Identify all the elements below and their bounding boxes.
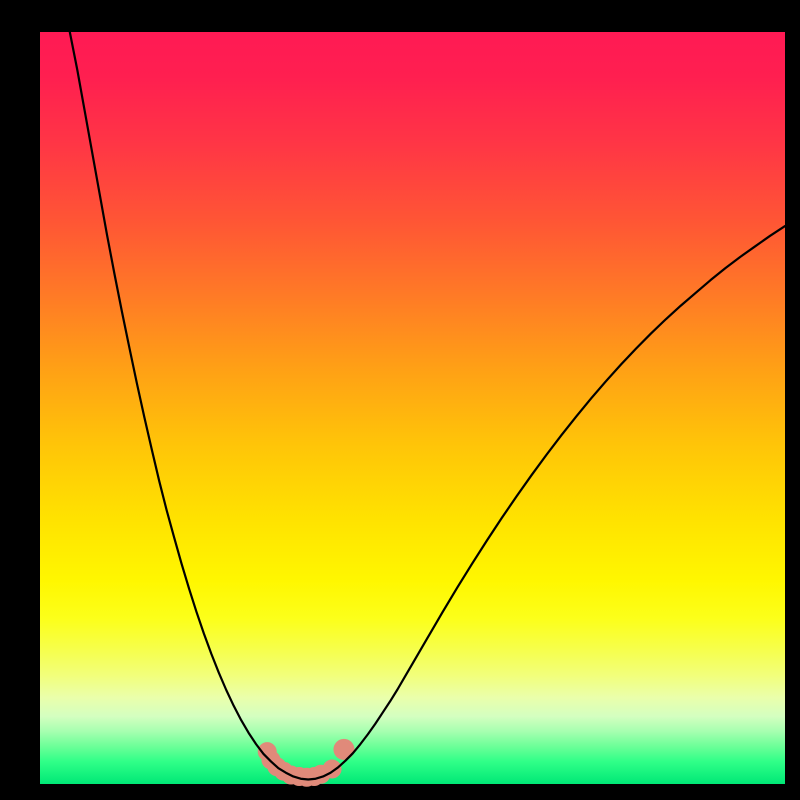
gradient-background bbox=[40, 32, 785, 784]
bottleneck-curve-chart bbox=[0, 0, 800, 800]
chart-container: TheBottleneck.com bbox=[0, 0, 800, 800]
